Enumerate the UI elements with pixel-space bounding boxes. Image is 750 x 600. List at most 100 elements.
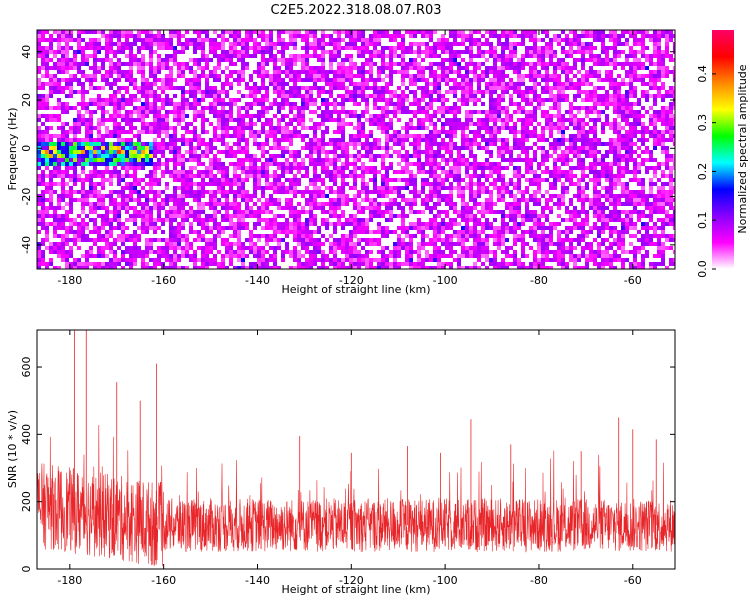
- heatmap-cell: [421, 78, 425, 82]
- heatmap-cell: [161, 102, 165, 106]
- heatmap-cell: [669, 190, 673, 194]
- heatmap-cell: [501, 106, 505, 110]
- heatmap-cell: [165, 146, 169, 150]
- heatmap-cell: [305, 94, 309, 98]
- heatmap-cell: [125, 202, 129, 206]
- heatmap-cell: [157, 202, 161, 206]
- heatmap-cell: [165, 62, 169, 66]
- heatmap-cell: [329, 178, 333, 182]
- heatmap-cell: [69, 162, 73, 166]
- heatmap-cell: [553, 62, 557, 66]
- heatmap-cell: [165, 102, 169, 106]
- heatmap-cell: [465, 122, 469, 126]
- heatmap-cell: [181, 110, 185, 114]
- heatmap-cell: [193, 118, 197, 122]
- heatmap-cell: [317, 106, 321, 110]
- heatmap-cell: [465, 94, 469, 98]
- heatmap-cell: [309, 74, 313, 78]
- heatmap-cell: [621, 114, 625, 118]
- heatmap-cell: [337, 114, 341, 118]
- heatmap-cell: [625, 110, 629, 114]
- heatmap-cell: [477, 130, 481, 134]
- heatmap-cell: [385, 86, 389, 90]
- heatmap-cell: [177, 50, 181, 54]
- heatmap-cell: [133, 174, 137, 178]
- heatmap-cell: [337, 54, 341, 58]
- heatmap-cell: [469, 186, 473, 190]
- heatmap-cell: [341, 182, 345, 186]
- heatmap-cell: [361, 114, 365, 118]
- heatmap-cell: [549, 182, 553, 186]
- heatmap-cell: [629, 102, 633, 106]
- heatmap-cell: [201, 174, 205, 178]
- heatmap-cell: [161, 90, 165, 94]
- heatmap-cell: [629, 50, 633, 54]
- heatmap-cell: [613, 126, 617, 130]
- heatmap-cell: [349, 70, 353, 74]
- heatmap-cell: [285, 62, 289, 66]
- heatmap-cell: [517, 90, 521, 94]
- heatmap-cell: [85, 190, 89, 194]
- heatmap-cell: [69, 178, 73, 182]
- heatmap-cell: [669, 114, 673, 118]
- heatmap-cell: [289, 150, 293, 154]
- heatmap-cell: [633, 94, 637, 98]
- heatmap-cell: [577, 58, 581, 62]
- heatmap-cell: [637, 42, 641, 46]
- heatmap-cell: [189, 78, 193, 82]
- heatmap-cell: [137, 34, 141, 38]
- heatmap-cell: [561, 98, 565, 102]
- heatmap-cell: [205, 30, 209, 34]
- heatmap-cell: [569, 102, 573, 106]
- heatmap-cell: [229, 182, 233, 186]
- heatmap-cell: [237, 186, 241, 190]
- heatmap-cell: [501, 86, 505, 90]
- heatmap-cell: [545, 42, 549, 46]
- heatmap-cell: [457, 54, 461, 58]
- heatmap-cell: [273, 130, 277, 134]
- heatmap-cell: [141, 142, 145, 146]
- heatmap-cell: [561, 138, 565, 142]
- heatmap-cell: [269, 102, 273, 106]
- heatmap-cell: [617, 158, 621, 162]
- heatmap-cell: [269, 182, 273, 186]
- heatmap-cell: [497, 38, 501, 42]
- heatmap-cell: [305, 50, 309, 54]
- heatmap-cell: [209, 102, 213, 106]
- heatmap-cell: [469, 138, 473, 142]
- heatmap-cell: [561, 162, 565, 166]
- heatmap-cell: [281, 54, 285, 58]
- heatmap-cell: [553, 174, 557, 178]
- heatmap-cell: [621, 102, 625, 106]
- heatmap-cell: [497, 118, 501, 122]
- heatmap-cell: [605, 166, 609, 170]
- heatmap-cell: [169, 86, 173, 90]
- heatmap-cell: [193, 130, 197, 134]
- heatmap-cell: [649, 34, 653, 38]
- heatmap-cell: [533, 82, 537, 86]
- heatmap-cell: [633, 58, 637, 62]
- heatmap-cell: [561, 30, 565, 34]
- heatmap-cell: [573, 98, 577, 102]
- heatmap-cell: [145, 86, 149, 90]
- heatmap-cell: [633, 66, 637, 70]
- heatmap-cell: [509, 146, 513, 150]
- heatmap-cell: [353, 162, 357, 166]
- heatmap-cell: [557, 178, 561, 182]
- heatmap-cell: [601, 30, 605, 34]
- heatmap-cell: [669, 34, 673, 38]
- heatmap-cell: [85, 58, 89, 62]
- heatmap-cell: [161, 86, 165, 90]
- heatmap-cell: [225, 66, 229, 70]
- heatmap-cell: [313, 126, 317, 130]
- heatmap-cell: [65, 202, 69, 206]
- heatmap-cell: [233, 170, 237, 174]
- heatmap-cell: [557, 62, 561, 66]
- heatmap-cell: [369, 86, 373, 90]
- heatmap-cell: [577, 178, 581, 182]
- heatmap-cell: [253, 50, 257, 54]
- heatmap-cell: [157, 106, 161, 110]
- heatmap-cell: [85, 90, 89, 94]
- heatmap-cell: [553, 162, 557, 166]
- heatmap-cell: [297, 114, 301, 118]
